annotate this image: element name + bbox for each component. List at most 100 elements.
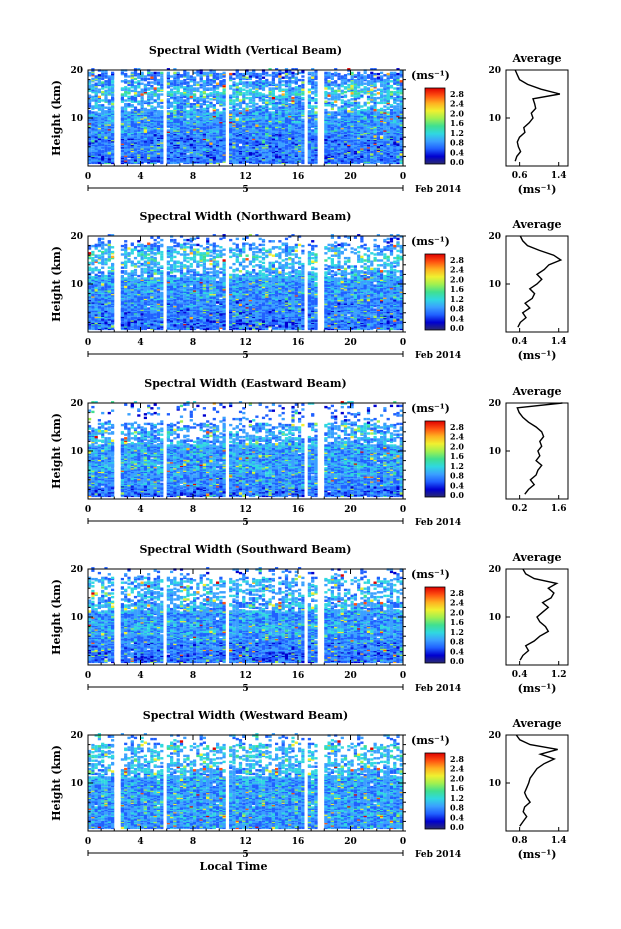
heatmap-cell	[324, 115, 327, 117]
heatmap-cell	[242, 92, 245, 94]
heatmap-cell	[219, 80, 222, 82]
heatmap-cell	[255, 111, 258, 113]
heatmap-cell	[236, 77, 239, 79]
heatmap-cell	[354, 104, 357, 106]
heatmap-cell	[246, 84, 249, 86]
heatmap-cell	[173, 72, 176, 74]
heatmap-cell	[157, 93, 160, 95]
heatmap-cell	[134, 95, 137, 97]
heatmap-cell	[344, 110, 347, 112]
heatmap-cell	[252, 91, 255, 93]
heatmap-cell	[91, 150, 94, 152]
heatmap-cell	[328, 92, 331, 94]
heatmap-cell	[229, 107, 232, 109]
heatmap-cell	[131, 84, 134, 86]
heatmap-cell	[334, 74, 337, 76]
heatmap-cell	[308, 110, 311, 112]
heatmap-cell	[157, 122, 160, 124]
heatmap-cell	[301, 79, 304, 81]
heatmap-cell	[141, 153, 144, 155]
heatmap-cell	[108, 141, 111, 143]
heatmap-cell	[383, 79, 386, 81]
heatmap-cell	[108, 92, 111, 94]
heatmap-cell	[200, 109, 203, 111]
heatmap-cell	[121, 80, 124, 82]
heatmap-cell	[314, 135, 317, 137]
heatmap-cell	[311, 157, 314, 159]
heatmap-cell	[177, 81, 180, 83]
heatmap-cell	[295, 129, 298, 131]
heatmap-cell	[269, 74, 272, 76]
heatmap-cell	[252, 110, 255, 112]
heatmap-cell	[249, 105, 252, 107]
heatmap-cell	[127, 159, 130, 161]
heatmap-cell	[229, 73, 232, 75]
heatmap-cell	[324, 84, 327, 86]
heatmap-cell	[370, 77, 373, 79]
heatmap-cell	[134, 92, 137, 94]
heatmap-cell	[216, 97, 219, 99]
heatmap-cell	[380, 84, 383, 86]
heatmap-cell	[301, 89, 304, 91]
heatmap-cell	[111, 93, 114, 95]
heatmap-cell	[295, 109, 298, 111]
heatmap-cell	[170, 156, 173, 158]
heatmap-cell	[147, 137, 150, 139]
heatmap-cell	[291, 72, 294, 74]
heatmap-cell	[173, 95, 176, 97]
heatmap-cell	[147, 157, 150, 159]
heatmap-cell	[347, 110, 350, 112]
heatmap-cell	[108, 158, 111, 160]
heatmap-cell	[95, 87, 98, 89]
heatmap-cell	[255, 115, 258, 117]
heatmap-cell	[275, 96, 278, 98]
heatmap-cell	[183, 81, 186, 83]
heatmap-cell	[206, 78, 209, 80]
heatmap-cell	[275, 111, 278, 113]
heatmap-cell	[209, 151, 212, 153]
heatmap-cell	[180, 101, 183, 103]
heatmap-cell	[236, 125, 239, 127]
heatmap-cell	[111, 72, 114, 74]
heatmap-cell	[236, 86, 239, 88]
heatmap-cell	[249, 111, 252, 113]
heatmap-cell	[190, 85, 193, 87]
heatmap-cell	[216, 77, 219, 79]
panel-0: Spectral Width (Vertical Beam)0 4 8 12 16 20 0…	[50, 44, 568, 196]
heatmap-cell	[246, 108, 249, 110]
heatmap-cell	[131, 80, 134, 82]
heatmap-cell	[377, 97, 380, 99]
heatmap-cell	[91, 133, 94, 135]
heatmap-cell	[193, 109, 196, 111]
heatmap-cell	[249, 109, 252, 111]
heatmap-cell	[324, 104, 327, 106]
heatmap-cell	[360, 105, 363, 107]
heatmap-cell	[213, 85, 216, 87]
heatmap-cell	[344, 86, 347, 88]
heatmap-cell	[265, 109, 268, 111]
heatmap-cell	[278, 71, 281, 73]
heatmap-cell	[137, 133, 140, 135]
heatmap-cell	[285, 145, 288, 147]
heatmap-cell	[170, 93, 173, 95]
heatmap-cell	[380, 75, 383, 77]
heatmap-cell	[104, 95, 107, 97]
heatmap-cell	[301, 92, 304, 94]
heatmap-cell	[150, 91, 153, 93]
heatmap-cell	[351, 77, 354, 79]
heatmap-cell	[354, 156, 357, 158]
heatmap-cell	[255, 107, 258, 109]
heatmap-cell	[203, 149, 206, 151]
heatmap-cell	[324, 101, 327, 103]
heatmap-cell	[380, 102, 383, 104]
heatmap-cell	[328, 98, 331, 100]
heatmap-cell	[269, 102, 272, 104]
heatmap-cell	[141, 116, 144, 118]
heatmap-cell	[291, 97, 294, 99]
heatmap-cell	[347, 99, 350, 101]
heatmap-cell	[301, 105, 304, 107]
heatmap-cell	[288, 97, 291, 99]
heatmap-cell	[367, 119, 370, 121]
heatmap-cell	[374, 109, 377, 111]
heatmap-cell	[242, 108, 245, 110]
